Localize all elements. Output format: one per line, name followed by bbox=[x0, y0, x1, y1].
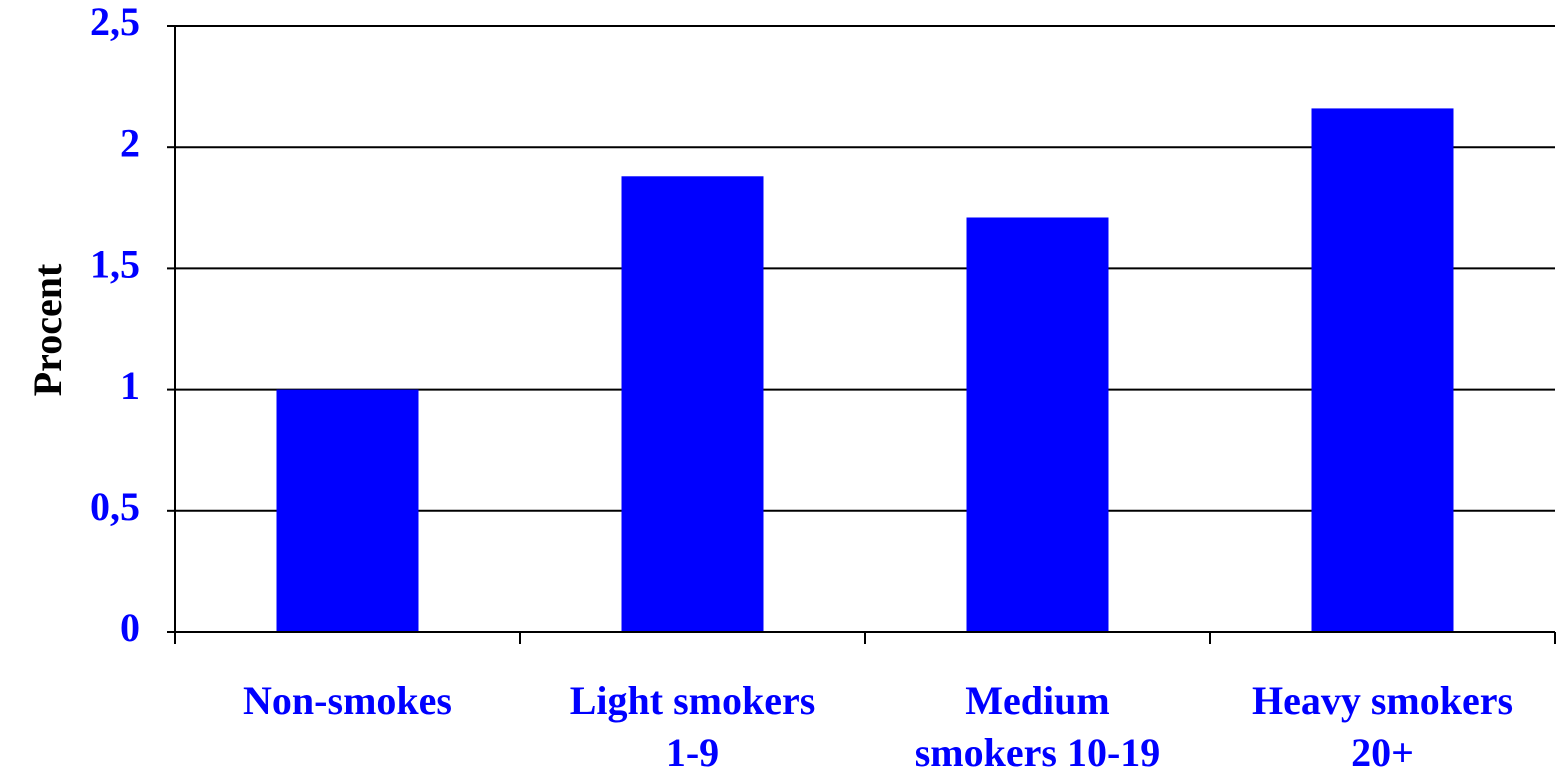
x-tick-label-0: Non-smokes bbox=[243, 678, 452, 723]
x-tick-label-2: Medium smokers 10-19 bbox=[915, 678, 1161, 774]
axes bbox=[167, 25, 1556, 644]
y-axis-title: Procent bbox=[25, 263, 70, 396]
y-tick-label-5: 2,5 bbox=[90, 0, 140, 44]
bars bbox=[276, 108, 1454, 632]
y-tick-label-1: 0,5 bbox=[90, 484, 140, 529]
bar-1 bbox=[621, 176, 764, 632]
y-tick-labels: 0 0,5 1 1,5 2 2,5 bbox=[90, 0, 140, 650]
y-tick-label-4: 2 bbox=[120, 120, 140, 165]
x-tick-labels: Non-smokes Light smokers 1-9 Medium smokers … bbox=[243, 678, 1513, 774]
y-tick-label-2: 1 bbox=[120, 363, 140, 408]
y-tick-label-0: 0 bbox=[120, 605, 140, 650]
bar-0 bbox=[276, 389, 419, 632]
x-tick-label-1: Light smokers 1-9 bbox=[570, 678, 816, 774]
bar-2 bbox=[966, 217, 1109, 632]
x-tick-label-3: Heavy smokers 20+ bbox=[1252, 678, 1513, 774]
y-tick-label-3: 1,5 bbox=[90, 242, 140, 287]
bar-3 bbox=[1311, 108, 1454, 632]
